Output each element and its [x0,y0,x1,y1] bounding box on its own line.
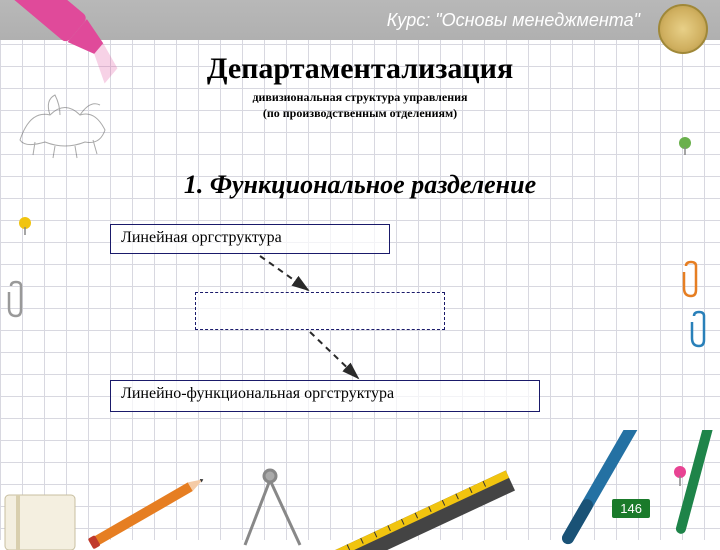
subtitle-line-1: дивизиональная структура управления [0,90,720,106]
course-label: Курс: "Основы менеджмента" [387,10,640,31]
section-title: 1. Функциональное разделение [0,170,720,200]
page-number: 146 [620,501,642,516]
node-label: Линейная оргструктура [121,229,282,246]
seal-icon [658,4,708,54]
flowchart-node-3: Линейно-функциональная оргструктура [110,380,540,412]
paperclip-icon [5,280,27,320]
node-label: Линейно-функциональная оргструктура [121,385,394,402]
paperclip-icon [680,260,702,300]
pushpin-icon [675,135,695,155]
page-title: Департаментализация [0,52,720,86]
flowchart-node-2 [195,292,445,330]
paperclip-icon [688,310,710,350]
pushpin-icon [15,215,35,235]
flowchart-node-1: Линейная оргструктура [110,224,390,254]
stationery-decor [0,430,720,550]
page-subtitle: дивизиональная структура управления (по … [0,90,720,121]
page-number-badge: 146 [612,499,650,518]
subtitle-line-2: (по производственным отделениям) [0,106,720,122]
